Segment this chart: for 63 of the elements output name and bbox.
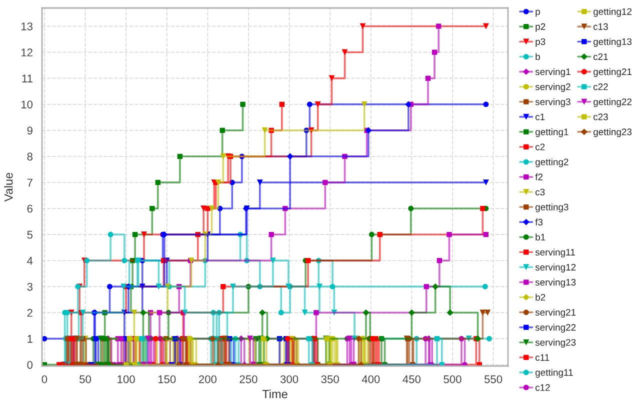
legend-label: serving1 — [535, 68, 570, 77]
x-tick-label: 350 — [321, 375, 339, 384]
x-tick-label: 550 — [484, 375, 502, 384]
legend-label: serving3 — [535, 98, 570, 108]
x-tick-label: 500 — [444, 375, 462, 384]
legend-label: c3 — [536, 188, 545, 196]
y-tick-label: 8 — [27, 152, 32, 161]
legend-label: serving23 — [535, 338, 576, 348]
y-axis-title: Value — [4, 172, 13, 202]
legend-label: c13 — [594, 23, 608, 30]
y-tick-label: 1 — [28, 335, 32, 343]
legend-label: serving2 — [535, 83, 570, 92]
x-tick-label: 200 — [198, 375, 217, 384]
y-tick-label: 9 — [27, 126, 32, 135]
legend-label: p2 — [536, 23, 546, 32]
y-tick-label: 4 — [27, 256, 33, 265]
x-tick-label: 50 — [80, 375, 91, 384]
legend-label: f2 — [535, 173, 543, 180]
x-axis-title: Time — [262, 390, 288, 398]
x-tick-label: 400 — [362, 375, 380, 384]
x-tick-label: 150 — [158, 375, 176, 384]
legend-label: getting3 — [536, 203, 568, 212]
legend-label: c12 — [536, 384, 550, 391]
legend-label: getting23 — [594, 128, 632, 138]
legend-label: p — [536, 10, 540, 17]
legend-label: c11 — [536, 354, 550, 361]
y-tick-label: 3 — [27, 282, 32, 291]
legend-label: getting22 — [594, 98, 632, 108]
legend-label: getting21 — [594, 68, 632, 77]
x-tick-label: 250 — [240, 375, 258, 384]
x-tick-label: 450 — [402, 375, 421, 384]
legend-label: serving22 — [535, 324, 576, 333]
y-tick-label: 0 — [27, 360, 33, 369]
legend-label: c21 — [594, 53, 608, 60]
legend-label: getting12 — [594, 8, 632, 17]
legend-label: getting2 — [536, 158, 568, 168]
y-tick-label: 12 — [21, 48, 32, 56]
legend-label: b1 — [536, 234, 546, 240]
legend-label: b2 — [536, 294, 546, 301]
x-tick-label: 100 — [118, 375, 135, 384]
x-tick-label: 300 — [280, 375, 298, 384]
legend-label: serving13 — [535, 278, 576, 288]
legend-label: b — [536, 53, 540, 60]
y-tick-label: 13 — [21, 22, 32, 30]
legend-label: getting1 — [536, 128, 568, 138]
legend-label: c1 — [536, 114, 545, 120]
legend-label: c22 — [594, 83, 608, 90]
y-tick-label: 7 — [27, 178, 32, 186]
legend-label: p3 — [536, 38, 546, 47]
y-tick-label: 11 — [22, 74, 32, 82]
y-tick-label: 5 — [27, 230, 33, 239]
y-tick-label: 6 — [27, 204, 32, 213]
legend-label: c23 — [594, 114, 608, 120]
legend-label: f3 — [535, 218, 543, 226]
y-tick-label: 2 — [27, 308, 32, 317]
y-tick-label: 10 — [21, 100, 33, 108]
legend-label: getting11 — [536, 368, 573, 378]
legend-label: getting13 — [594, 38, 632, 47]
legend-label: serving11 — [535, 248, 575, 258]
legend-label: serving21 — [535, 308, 576, 318]
legend-label: c2 — [536, 144, 545, 150]
x-tick-label: 0 — [42, 375, 48, 384]
legend-label: serving12 — [535, 264, 576, 272]
